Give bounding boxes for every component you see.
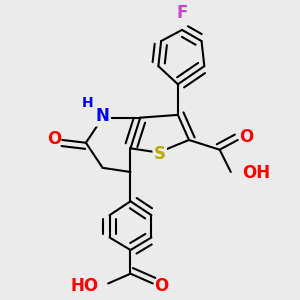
Text: S: S [154, 145, 166, 163]
Text: OH: OH [242, 164, 271, 182]
Text: O: O [47, 130, 61, 148]
Text: F: F [176, 4, 188, 22]
Text: H: H [82, 96, 93, 110]
Text: O: O [154, 277, 168, 295]
Text: HO: HO [70, 277, 98, 295]
Text: N: N [96, 107, 110, 125]
Text: O: O [240, 128, 254, 146]
